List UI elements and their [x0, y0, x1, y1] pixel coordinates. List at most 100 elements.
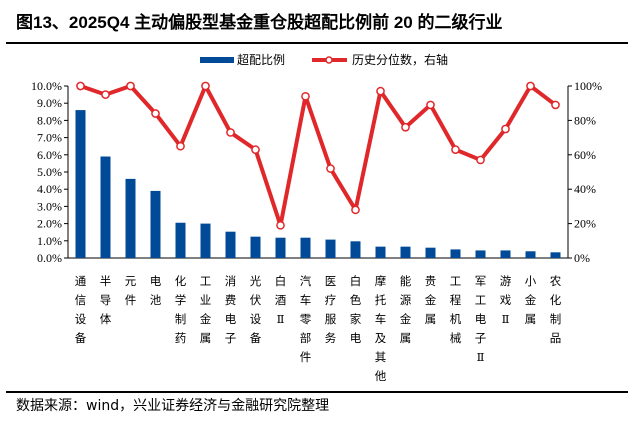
category-label-char: 服 [325, 312, 337, 326]
category-label-char: 贵 [425, 274, 437, 288]
line-point [551, 100, 560, 110]
category-label-char: 备 [75, 331, 87, 345]
left-tick-label: 6.0% [37, 148, 62, 162]
category-label: 元件 [125, 274, 137, 307]
bar [400, 246, 411, 258]
category-label-char: Ⅱ [477, 350, 485, 364]
category-label-char: 电 [475, 312, 487, 326]
category-label-char: 费 [225, 293, 237, 307]
bar [525, 251, 536, 258]
category-label-char: 伏 [250, 293, 262, 307]
left-tick-label: 9.0% [37, 96, 62, 110]
category-label-char: 摩 [375, 274, 387, 288]
category-label-char: 白 [275, 274, 287, 288]
category-label-char: 能 [400, 274, 412, 288]
category-label-char: 子 [475, 331, 487, 345]
bar [275, 237, 286, 258]
bar [150, 190, 161, 258]
category-label-char: 游 [500, 274, 512, 288]
category-label-char: 药 [175, 331, 187, 345]
category-label-char: 化 [175, 274, 187, 288]
category-label-char: 程 [450, 293, 462, 307]
line-point [276, 220, 285, 230]
legend: 超配比例 历史分位数，右轴 [200, 52, 448, 67]
category-label-char: 车 [300, 293, 312, 307]
category-label-char: 属 [525, 312, 537, 326]
category-label-char: 源 [400, 293, 412, 307]
category-label-char: 消 [225, 274, 237, 288]
category-label-char: 军 [475, 274, 487, 288]
bar [100, 156, 111, 258]
category-label-char: 零 [300, 312, 312, 326]
bar [250, 236, 261, 258]
line-point [476, 155, 485, 165]
line-point [351, 205, 360, 215]
category-label-char: 疗 [325, 293, 337, 307]
category-label-char: 属 [200, 331, 212, 345]
line-point [401, 122, 410, 132]
bar [475, 250, 486, 258]
bar [175, 222, 186, 258]
legend-line-label: 历史分位数，右轴 [352, 52, 448, 67]
line-point [176, 141, 185, 151]
percentile-line [79, 84, 557, 228]
source-divider [6, 391, 628, 393]
category-label-char: 及 [375, 331, 387, 345]
line-point [76, 81, 85, 91]
category-label-char: 化 [550, 293, 562, 307]
category-label-char: 电 [150, 274, 162, 288]
line-point [451, 145, 460, 154]
category-label-char: 工 [475, 293, 487, 307]
category-label-char: 信 [75, 293, 87, 307]
category-label-char: 托 [375, 293, 387, 307]
category-label-char: 电 [350, 331, 362, 345]
line-point [101, 90, 110, 99]
line-point [426, 100, 435, 110]
right-tick-label: 40% [574, 182, 596, 196]
category-label-char: 其 [375, 350, 387, 364]
category-label-char: 子 [225, 331, 237, 345]
legend-bar-label: 超配比例 [237, 52, 285, 67]
legend-line-marker [325, 56, 333, 64]
bar [500, 250, 511, 258]
category-label-char: 色 [350, 293, 362, 307]
line-point [226, 128, 235, 137]
left-tick-label: 7.0% [37, 131, 62, 145]
category-label-char: 机 [450, 312, 462, 326]
line-point [126, 81, 135, 91]
left-tick-label: 0.0% [37, 251, 62, 265]
category-label-char: 件 [300, 350, 312, 364]
category-label-char: 金 [525, 293, 537, 307]
line-point [501, 124, 510, 134]
line-point [376, 86, 385, 96]
chart-title: 图13、2025Q4 主动偏股型基金重仓股超配比例前 20 的二级行业 [16, 13, 503, 32]
category-label-char: 设 [250, 312, 262, 326]
category-label-char: 工 [200, 274, 212, 288]
category-label-char: 酒 [275, 293, 287, 307]
category-label-char: 半 [100, 274, 112, 288]
left-tick-label: 4.0% [37, 182, 62, 196]
category-label-char: 农 [550, 274, 562, 288]
bar [350, 241, 361, 258]
bar [125, 178, 136, 258]
category-label-char: 工 [450, 274, 462, 288]
left-tick-label: 5.0% [37, 165, 62, 179]
right-tick-label: 100% [574, 79, 602, 93]
legend-bar-swatch [200, 57, 234, 63]
category-label: 游戏 Ⅱ [500, 274, 512, 326]
left-tick-label: 10.0% [31, 79, 62, 93]
category-label-char: 设 [75, 312, 87, 326]
category-label-char: 属 [425, 312, 437, 326]
category-label-char: Ⅱ [277, 312, 285, 326]
category-label-char: 部 [300, 331, 312, 345]
bar [450, 249, 461, 258]
category-label-char: 件 [125, 293, 137, 307]
